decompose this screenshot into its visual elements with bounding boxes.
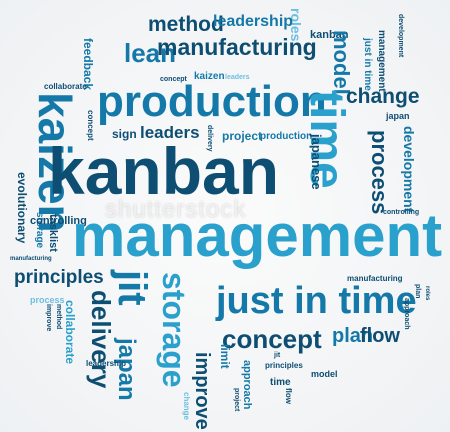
word-manufacturing-sm: manufacturing	[10, 256, 52, 262]
word-concept-sm: concept	[160, 76, 187, 83]
word-collaborate: collaborate	[44, 82, 87, 91]
word-process-sm: process	[30, 295, 65, 305]
word-project-sm: project	[233, 388, 240, 412]
word-improve: improve	[191, 352, 213, 430]
word-japan-sm: japan	[386, 111, 410, 121]
word-limit: limit	[218, 344, 232, 369]
word-leaders: leaders	[140, 123, 200, 142]
word-leadership: leadership	[213, 13, 294, 30]
word-method-v: method	[55, 304, 62, 330]
word-plan-sm: plan	[414, 284, 421, 299]
word-time-sm: time	[270, 377, 291, 388]
word-kanban: kanban	[48, 134, 280, 208]
word-sign: sign	[112, 127, 137, 141]
word-management: management	[72, 202, 443, 269]
word-project: project	[222, 129, 263, 143]
word-jit-sm: jit	[274, 352, 281, 359]
word-leadership-sm: leadership	[86, 359, 127, 368]
word-manufacturing-sm2: manufacturing	[347, 274, 403, 283]
word-jit: jit	[110, 270, 154, 306]
word-flow-sm: flow	[284, 388, 293, 404]
word-approach-sm: approach	[403, 298, 410, 330]
word-controlling-sm: controlling	[383, 209, 420, 216]
word-production: production	[97, 77, 327, 126]
word-change: change	[346, 85, 420, 108]
word-roles-sm: roles	[424, 286, 430, 301]
word-flow: flow	[360, 325, 400, 347]
word-development-top: development	[397, 14, 404, 58]
word-leaders-sm: leaders	[225, 74, 250, 81]
word-principles-sm: principles	[265, 361, 303, 370]
word-just-in-time: just in time	[216, 280, 417, 322]
word-collaborate-v: collaborate	[63, 300, 77, 365]
word-principles: principles	[14, 267, 104, 288]
word-approach: approach	[241, 360, 253, 410]
watermark: shutterstock	[105, 196, 247, 223]
word-controlling: controlling	[30, 215, 87, 227]
word-improve-v: improve	[45, 304, 52, 332]
word-method: method	[148, 13, 224, 36]
word-evolutionary: evolutionary	[15, 172, 29, 244]
word-storage: storage	[156, 272, 192, 388]
word-model-sm: model	[311, 369, 338, 379]
word-production-sm: production	[260, 131, 313, 142]
word-japan: japan	[113, 338, 140, 401]
word-change-sm: change	[182, 392, 191, 421]
word-management-v: management	[376, 30, 387, 92]
word-manufacturing: manufacturing	[157, 34, 317, 60]
word-japanese: japanese	[309, 134, 324, 190]
word-lean: lean	[124, 38, 177, 68]
word-kanban-top: kanban	[310, 29, 349, 41]
word-development: development	[401, 126, 417, 213]
word-just-in-time-v: just in time	[362, 38, 373, 91]
word-kaizen-sm: kaizen	[194, 71, 225, 82]
word-concept: concept	[222, 324, 322, 354]
word-plan: plan	[332, 325, 374, 347]
word-delivery: delivery	[86, 290, 116, 389]
